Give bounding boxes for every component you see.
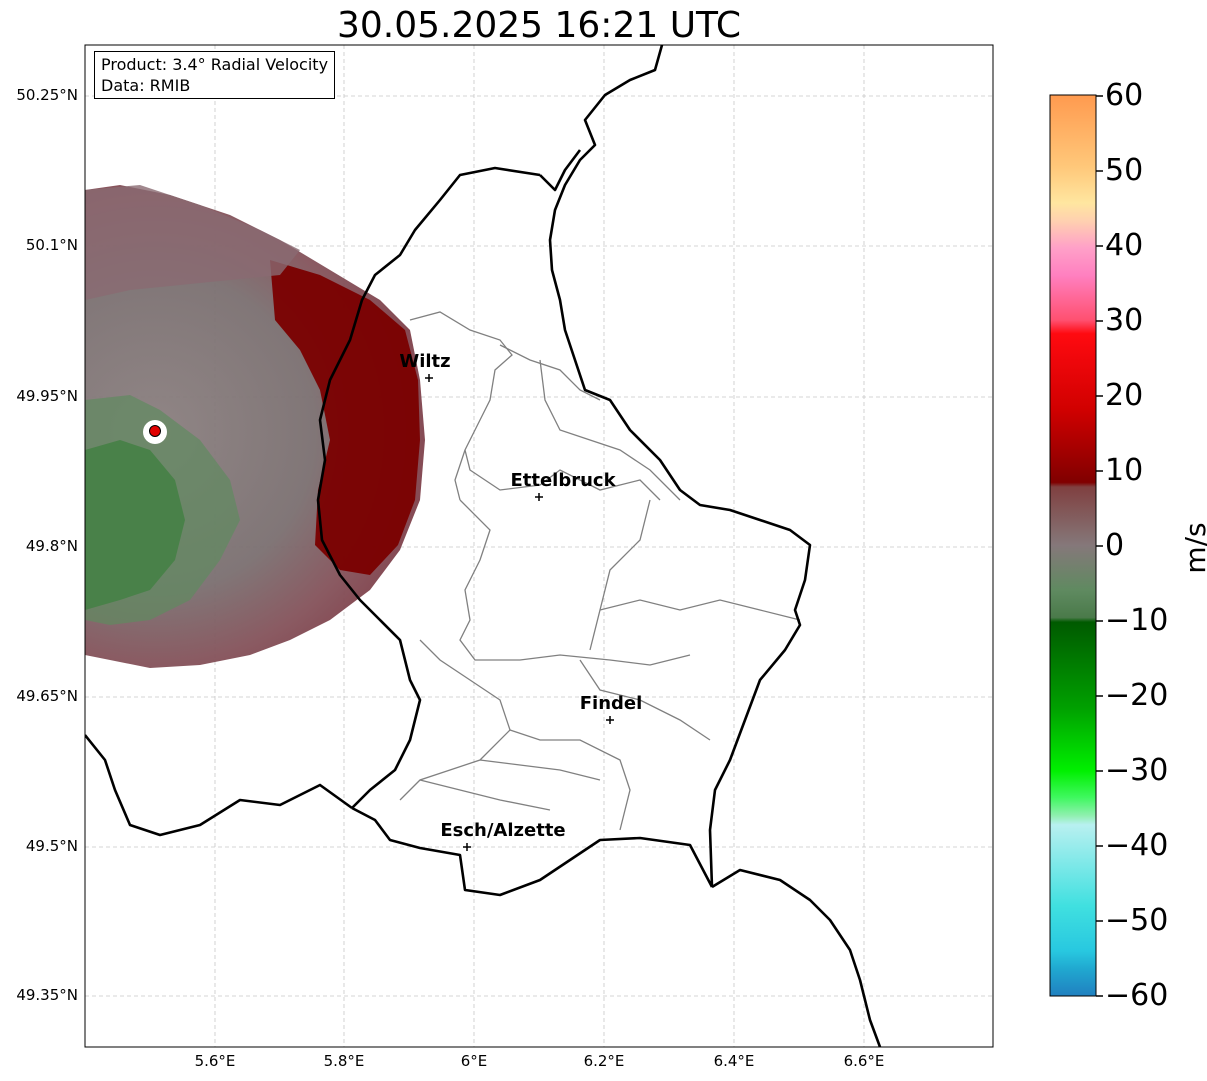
- colorbar-tick-label: −30: [1105, 753, 1169, 788]
- lon-label: 5.8°E: [323, 1052, 365, 1070]
- colorbar-tick-label: 20: [1105, 378, 1144, 413]
- echo-northwest: [85, 185, 300, 300]
- lat-label: 49.95°N: [16, 387, 78, 405]
- colorbar-tick-label: −20: [1105, 678, 1169, 713]
- map-title: 30.05.2025 16:21 UTC: [336, 5, 742, 46]
- lat-label: 50.25°N: [16, 86, 78, 104]
- product-info-box: Product: 3.4° Radial Velocity Data: RMIB: [94, 51, 336, 99]
- echo-outbound-core: [270, 260, 420, 575]
- marker-ettelbruck: [535, 493, 543, 501]
- district-boundaries: [399, 311, 801, 831]
- town-markers: [425, 374, 614, 851]
- lon-label: 6.6°E: [843, 1052, 885, 1070]
- product-label: Product: 3.4° Radial Velocity: [101, 55, 329, 74]
- colorbar: [1049, 94, 1097, 997]
- colorbar-tick-label: −60: [1105, 978, 1169, 1013]
- map-frame: [84, 44, 994, 1048]
- colorbar-tick-label: −10: [1105, 603, 1169, 638]
- colorbar-tick-label: −50: [1105, 903, 1169, 938]
- colorbar-tick-label: 30: [1105, 303, 1144, 338]
- lon-label: 6.4°E: [713, 1052, 755, 1070]
- town-label-findel: Findel: [579, 693, 643, 714]
- colorbar-tick-label: 40: [1105, 228, 1144, 263]
- marker-wiltz: [425, 374, 433, 382]
- radar-site-marker: [149, 425, 161, 437]
- lat-label: 49.8°N: [25, 537, 78, 555]
- colorbar-unit-label: m/s: [1179, 522, 1207, 574]
- lat-label: 49.35°N: [16, 986, 78, 1004]
- town-label-wiltz: Wiltz: [399, 351, 451, 372]
- colorbar-tick-label: −40: [1105, 828, 1169, 863]
- lon-label: 6.2°E: [583, 1052, 625, 1070]
- echo-inbound-green-gray: [85, 395, 240, 625]
- lat-label: 50.1°N: [25, 236, 78, 254]
- national-borders: [85, 45, 882, 1047]
- data-source-label: Data: RMIB: [101, 76, 191, 95]
- town-label-ettelbruck: Ettelbruck: [510, 470, 616, 491]
- colorbar-tick-label: 60: [1105, 78, 1144, 113]
- lat-label: 49.65°N: [16, 687, 78, 705]
- marker-findel: [606, 716, 614, 724]
- radar-echoes: [85, 185, 425, 668]
- colorbar-tick-label: 0: [1105, 528, 1125, 563]
- colorbar-ticks: [1096, 95, 1103, 997]
- colorbar-tick-label: 10: [1105, 453, 1144, 488]
- lon-label: 5.6°E: [194, 1052, 236, 1070]
- lat-label: 49.5°N: [25, 837, 78, 855]
- lon-label: 6°E: [460, 1052, 488, 1070]
- colorbar-tick-label: 50: [1105, 153, 1144, 188]
- town-label-esch: Esch/Alzette: [440, 820, 566, 841]
- marker-esch: [463, 843, 471, 851]
